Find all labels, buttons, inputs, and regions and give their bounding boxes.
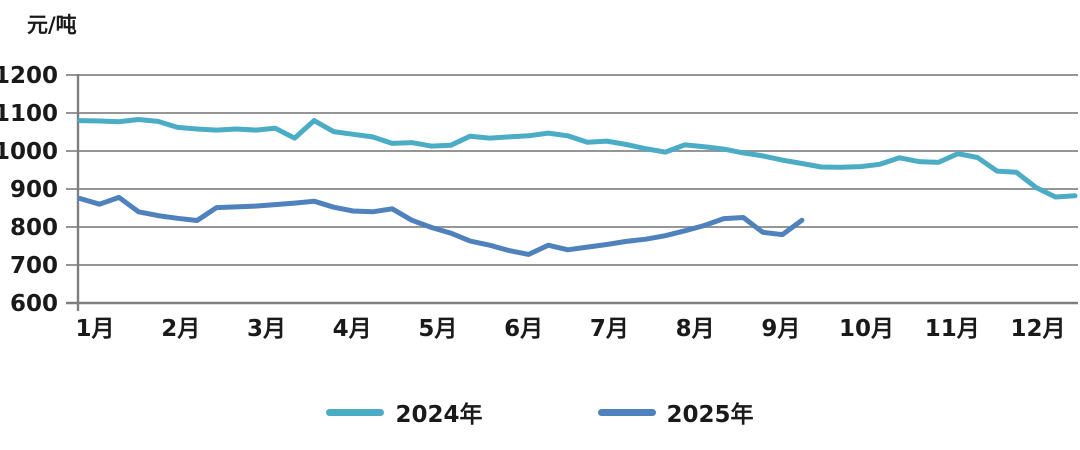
y-tick-label: 1200 [0,63,58,89]
x-tick-label-2: 2月 [161,316,200,342]
y-axis-unit-label: 元/吨 [27,13,77,37]
legend-label-2025: 2025年 [666,402,754,428]
x-tick-label-1: 1月 [75,316,114,342]
legend-swatch-2025 [597,408,656,416]
x-tick-label-12: 12月 [1011,316,1066,342]
legend-item-2025: 2025年 [597,398,754,428]
x-tick-label-6: 6月 [504,316,543,342]
x-tick-label-5: 5月 [418,316,457,342]
chart-legend: 2024年 2025年 [0,398,1080,428]
legend-item-2024: 2024年 [326,398,483,428]
legend-label-2024: 2024年 [395,402,483,428]
y-tick-label: 800 [10,215,58,241]
series-line-2024 [77,117,1078,200]
x-tick-label-9: 9月 [761,316,800,342]
y-tick-label: 1000 [0,139,58,165]
x-tick-label-4: 4月 [333,316,372,342]
series-line-2025 [77,194,805,257]
y-tick-label: 900 [10,177,58,203]
y-tick-label: 600 [10,291,58,317]
x-tick-label-7: 7月 [590,316,629,342]
y-tick-label: 700 [10,253,58,279]
y-tick-label: 1100 [0,101,58,127]
legend-swatch-2024 [326,408,385,416]
x-tick-label-10: 10月 [839,316,894,342]
x-tick-label-8: 8月 [676,316,715,342]
x-tick-label-11: 11月 [925,316,980,342]
x-tick-label-3: 3月 [247,316,286,342]
